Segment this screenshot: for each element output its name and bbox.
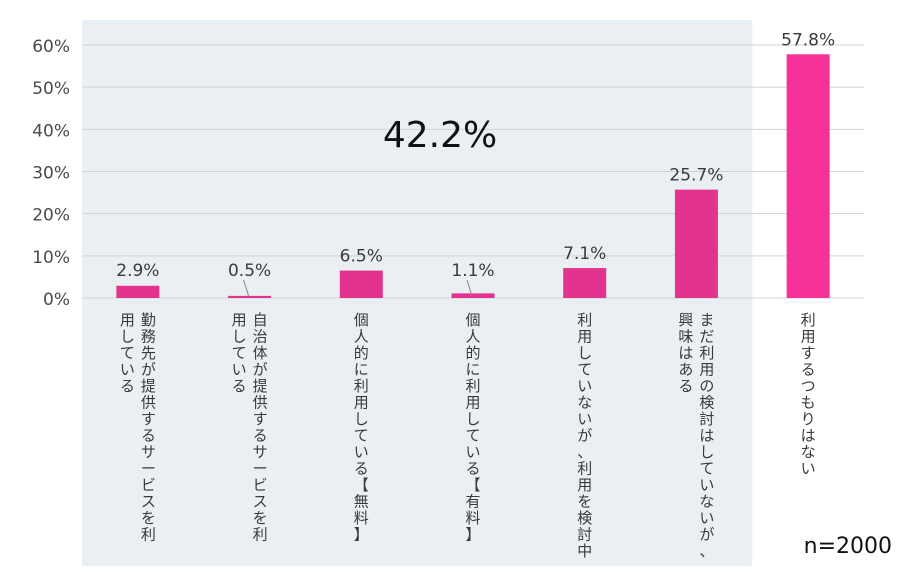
y-tick-label: 10% (32, 248, 70, 268)
category-label: 利用していないが、利用を検討中 (577, 311, 592, 560)
y-tick-label: 30% (32, 164, 70, 184)
bar-value-label: 2.9% (116, 261, 159, 281)
group-total-label: 42.2% (383, 115, 497, 156)
bar (228, 295, 272, 298)
sample-size-note: n=2000 (804, 534, 892, 559)
value-labels: 2.9% 0.5% 6.5% 1.1% 7.1% 25.7% 57.8% (116, 30, 835, 297)
bar (451, 293, 495, 298)
bar-value-label: 57.8% (781, 30, 835, 50)
category-label: まだ利用の検討はしていないが、 (699, 311, 714, 560)
bar-value-label: 0.5% (228, 261, 271, 281)
value-label-leader (243, 279, 250, 297)
y-tick-label: 40% (32, 121, 70, 141)
bar (563, 268, 607, 298)
category-label: 自治体が提供するサービスを利 (253, 311, 268, 544)
y-axis-tick-labels: 0% 10% 20% 30% 40% 50% 60% (32, 37, 70, 310)
category-label: 用している (120, 311, 135, 395)
category-label: 用している (232, 311, 247, 395)
bar (786, 54, 830, 298)
value-label-leader (466, 279, 473, 297)
bar-value-label: 25.7% (669, 166, 723, 186)
y-tick-label: 0% (43, 290, 70, 310)
category-labels: 勤務先が提供するサービスを利用している自治体が提供するサービスを利用している個人… (120, 311, 816, 560)
y-tick-label: 20% (32, 206, 70, 226)
bars (116, 54, 830, 298)
bar (674, 189, 718, 298)
bar (116, 285, 160, 298)
category-label: 利用するつもりはない (801, 311, 816, 478)
gridlines (82, 44, 864, 299)
y-tick-label: 50% (32, 79, 70, 99)
category-label: 勤務先が提供するサービスを利 (141, 311, 156, 544)
category-label: 興味はある (678, 311, 693, 395)
bar-value-label: 1.1% (451, 261, 494, 281)
bar (339, 270, 383, 298)
bar-value-label: 7.1% (563, 244, 606, 264)
category-label: 個人的に利用している【無料】 (354, 311, 369, 544)
y-tick-label: 60% (32, 37, 70, 57)
highlight-region (82, 20, 753, 566)
category-label: 個人的に利用している【有料】 (465, 311, 480, 544)
bar-value-label: 6.5% (340, 247, 383, 267)
